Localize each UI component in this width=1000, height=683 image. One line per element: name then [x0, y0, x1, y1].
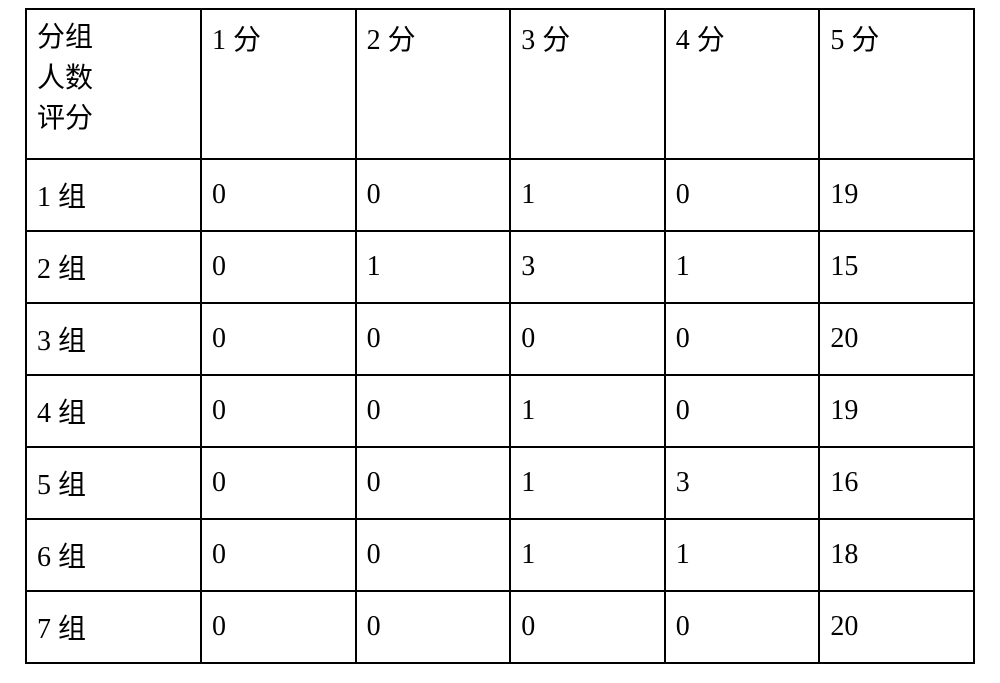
score-col-3: 3 分 — [510, 9, 665, 159]
score-col-5: 5 分 — [819, 9, 974, 159]
value-cell: 3 — [510, 231, 665, 303]
group-label-cell: 1 组 — [26, 159, 201, 231]
table-row: 5 组001316 — [26, 447, 974, 519]
corner-line-2: 人数 — [37, 59, 190, 100]
value-cell: 0 — [201, 447, 356, 519]
table-row: 7 组000020 — [26, 591, 974, 663]
value-cell: 0 — [356, 519, 511, 591]
score-col-1: 1 分 — [201, 9, 356, 159]
group-label-cell: 2 组 — [26, 231, 201, 303]
value-cell: 0 — [201, 231, 356, 303]
value-cell: 1 — [356, 231, 511, 303]
group-label-cell: 4 组 — [26, 375, 201, 447]
value-cell: 1 — [510, 519, 665, 591]
corner-line-3: 评分 — [37, 99, 190, 140]
value-cell: 15 — [819, 231, 974, 303]
value-cell: 1 — [510, 375, 665, 447]
value-cell: 0 — [356, 303, 511, 375]
table-row: 1 组001019 — [26, 159, 974, 231]
value-cell: 0 — [665, 375, 820, 447]
score-table: 分组 人数 评分 1 分 2 分 3 分 4 分 5 分 1 组0010192 … — [25, 8, 975, 664]
score-col-2: 2 分 — [356, 9, 511, 159]
value-cell: 0 — [201, 375, 356, 447]
corner-line-1: 分组 — [37, 18, 190, 59]
value-cell: 0 — [356, 375, 511, 447]
value-cell: 0 — [665, 303, 820, 375]
value-cell: 0 — [201, 303, 356, 375]
group-label-cell: 3 组 — [26, 303, 201, 375]
table-body: 1 组0010192 组0131153 组0000204 组0010195 组0… — [26, 159, 974, 663]
value-cell: 20 — [819, 303, 974, 375]
score-col-4: 4 分 — [665, 9, 820, 159]
value-cell: 0 — [356, 447, 511, 519]
value-cell: 0 — [201, 591, 356, 663]
value-cell: 0 — [356, 159, 511, 231]
value-cell: 0 — [665, 159, 820, 231]
table-row: 2 组013115 — [26, 231, 974, 303]
corner-header-cell: 分组 人数 评分 — [26, 9, 201, 159]
value-cell: 0 — [201, 519, 356, 591]
group-label-cell: 5 组 — [26, 447, 201, 519]
value-cell: 3 — [665, 447, 820, 519]
value-cell: 1 — [665, 231, 820, 303]
value-cell: 18 — [819, 519, 974, 591]
table-row: 6 组001118 — [26, 519, 974, 591]
value-cell: 0 — [665, 591, 820, 663]
group-label-cell: 6 组 — [26, 519, 201, 591]
value-cell: 20 — [819, 591, 974, 663]
value-cell: 16 — [819, 447, 974, 519]
table-row: 3 组000020 — [26, 303, 974, 375]
table-header-row: 分组 人数 评分 1 分 2 分 3 分 4 分 5 分 — [26, 9, 974, 159]
value-cell: 1 — [510, 447, 665, 519]
value-cell: 0 — [201, 159, 356, 231]
value-cell: 0 — [510, 303, 665, 375]
value-cell: 1 — [665, 519, 820, 591]
table-row: 4 组001019 — [26, 375, 974, 447]
value-cell: 19 — [819, 159, 974, 231]
value-cell: 0 — [510, 591, 665, 663]
group-label-cell: 7 组 — [26, 591, 201, 663]
value-cell: 19 — [819, 375, 974, 447]
value-cell: 1 — [510, 159, 665, 231]
value-cell: 0 — [356, 591, 511, 663]
